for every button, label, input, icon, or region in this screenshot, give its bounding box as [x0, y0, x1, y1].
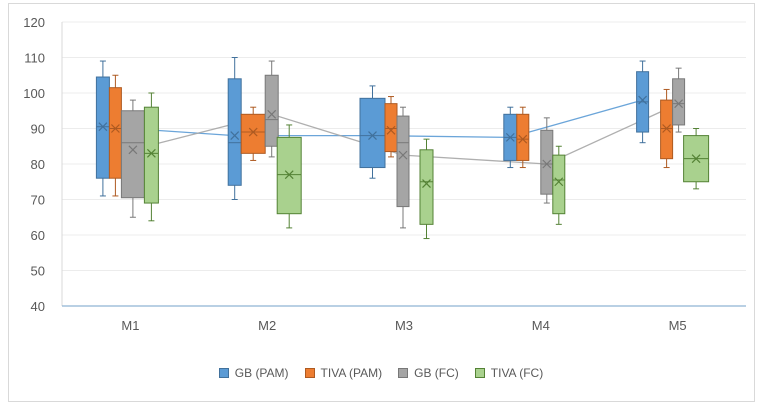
- legend-swatch: [474, 368, 485, 378]
- legend-item-gb-fc[interactable]: GB (FC): [398, 366, 459, 380]
- y-tick-label: 70: [31, 193, 45, 208]
- box-m2-tiva-pam: [240, 106, 266, 161]
- box-m3-tiva-pam: [384, 96, 398, 158]
- box-body: [672, 78, 686, 126]
- box-body: [227, 78, 242, 186]
- box-m5-gb-fc: [672, 67, 686, 133]
- mean-marker: [542, 159, 552, 169]
- x-category-label: M3: [395, 318, 413, 333]
- box-body: [95, 76, 110, 179]
- x-category-label: M4: [532, 318, 550, 333]
- mean-marker: [230, 131, 240, 141]
- box-m4-tiva-pam: [516, 106, 530, 169]
- x-axis-category-labels: M1 M2 M3 M4 M5: [121, 318, 686, 333]
- legend-swatch: [398, 368, 409, 378]
- y-tick-label: 40: [31, 299, 45, 314]
- y-tick-label: 110: [24, 51, 45, 66]
- y-tick-label: 100: [23, 86, 45, 101]
- box-m1-tiva-pam: [108, 74, 122, 197]
- box-m2-gb-pam: [227, 57, 242, 200]
- legend-label: TIVA (FC): [490, 366, 544, 380]
- mean-marker: [146, 148, 156, 158]
- x-category-label: M5: [669, 318, 687, 333]
- legend-label: GB (PAM): [234, 366, 289, 380]
- box-body: [143, 106, 159, 204]
- legend-item-gb-pam[interactable]: GB (PAM): [218, 366, 289, 380]
- box-body: [419, 149, 434, 225]
- box-body: [359, 97, 386, 169]
- mean-marker: [691, 154, 701, 164]
- box-body: [276, 136, 302, 215]
- x-category-label: M2: [258, 318, 276, 333]
- box-m4-gb-pam: [503, 106, 518, 169]
- mean-marker: [398, 150, 408, 160]
- x-category-label: M1: [121, 318, 139, 333]
- y-tick-label: 60: [31, 228, 45, 243]
- box-m5-tiva-pam: [660, 88, 674, 169]
- legend-swatch: [218, 368, 229, 378]
- legend-label: GB (FC): [414, 366, 459, 380]
- legend: GB (PAM) TIVA (PAM) GB (FC) TIVA (FC): [0, 366, 762, 380]
- mean-marker: [518, 134, 528, 144]
- mean-marker: [128, 145, 138, 155]
- mean-marker: [422, 179, 431, 188]
- box-body: [552, 154, 566, 215]
- mean-marker: [368, 131, 377, 141]
- mean-marker: [662, 124, 672, 133]
- box-body: [660, 99, 674, 160]
- mean-marker: [110, 124, 120, 133]
- legend-item-tiva-pam[interactable]: TIVA (PAM): [304, 366, 383, 380]
- legend-label: TIVA (PAM): [320, 366, 383, 380]
- box-body: [264, 74, 279, 147]
- mean-marker: [98, 122, 108, 132]
- mean-marker: [638, 95, 648, 105]
- box-body: [396, 115, 410, 208]
- y-axis-tick-labels: 40 50 60 70 80 90 100 110 120: [23, 15, 45, 314]
- box-m5-tiva-fc: [683, 128, 710, 190]
- y-tick-label: 50: [31, 264, 45, 279]
- legend-swatch: [304, 368, 315, 378]
- box-body: [240, 113, 266, 154]
- box-m1-gb-fc: [120, 99, 145, 218]
- box-body: [540, 129, 554, 195]
- box-body: [108, 87, 122, 179]
- legend-item-tiva-fc[interactable]: TIVA (FC): [474, 366, 544, 380]
- box-m4-gb-fc: [540, 117, 554, 204]
- mean-marker: [386, 125, 396, 135]
- box-m3-gb-pam: [359, 85, 386, 179]
- box-m3-gb-fc: [396, 106, 410, 229]
- box-body: [516, 113, 530, 161]
- box-m3-tiva-fc: [419, 138, 434, 240]
- y-tick-label: 120: [23, 15, 45, 30]
- y-tick-label: 90: [31, 122, 45, 137]
- box-m1-tiva-fc: [143, 92, 159, 222]
- box-m1-gb-pam: [95, 60, 110, 197]
- mean-marker: [267, 109, 277, 119]
- mean-marker: [554, 177, 564, 187]
- axes: [61, 22, 746, 307]
- box-m5-gb-pam: [636, 60, 650, 144]
- y-tick-label: 80: [31, 157, 45, 172]
- mean-marker: [248, 127, 258, 137]
- box-m2-tiva-fc: [276, 124, 302, 229]
- boxes: [95, 57, 710, 240]
- mean-marker: [284, 170, 294, 180]
- box-body: [384, 103, 398, 153]
- box-m2-gb-fc: [264, 60, 279, 158]
- box-m4-tiva-fc: [552, 145, 566, 225]
- mean-marker: [674, 99, 684, 109]
- box-body: [120, 110, 145, 199]
- mean-marker: [505, 132, 515, 142]
